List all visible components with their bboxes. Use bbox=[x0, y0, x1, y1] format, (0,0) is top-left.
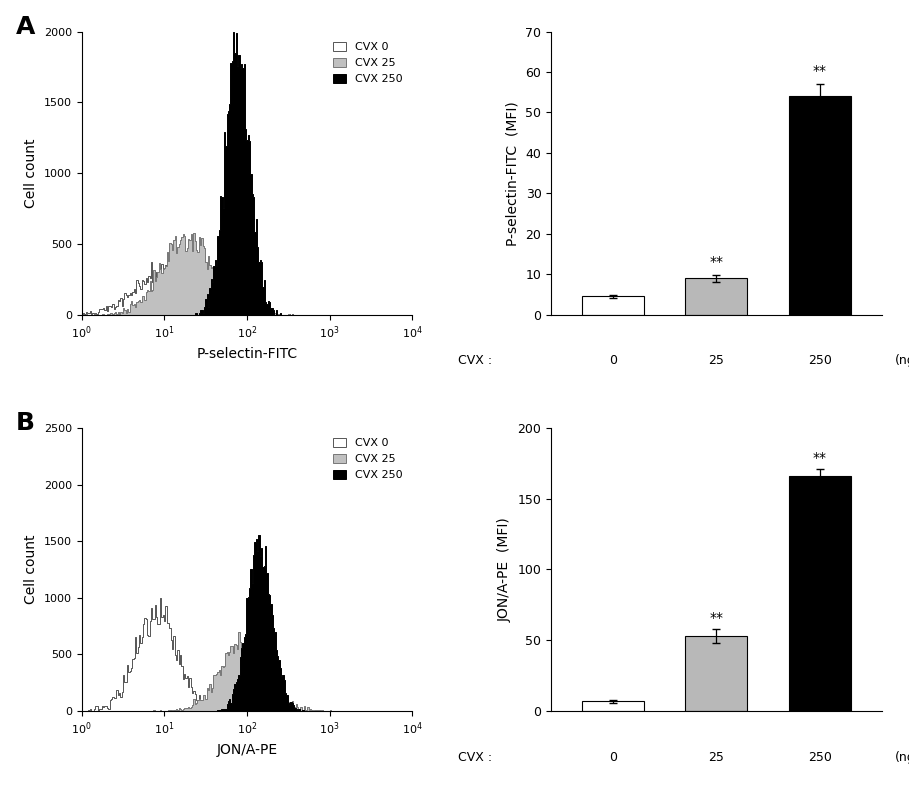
Text: 0: 0 bbox=[609, 354, 617, 367]
Text: (ng/ml): (ng/ml) bbox=[895, 750, 909, 764]
Text: 0: 0 bbox=[609, 750, 617, 764]
Bar bbox=[582, 701, 644, 711]
Text: **: ** bbox=[709, 611, 724, 625]
Legend: CVX 0, CVX 25, CVX 250: CVX 0, CVX 25, CVX 250 bbox=[328, 37, 407, 88]
Text: CVX :: CVX : bbox=[457, 354, 492, 367]
Text: 250: 250 bbox=[808, 750, 832, 764]
Text: 25: 25 bbox=[708, 354, 724, 367]
Text: 25: 25 bbox=[708, 750, 724, 764]
Text: **: ** bbox=[813, 451, 827, 465]
Bar bbox=[582, 296, 644, 314]
Text: B: B bbox=[15, 411, 35, 435]
Bar bbox=[685, 278, 747, 314]
Text: **: ** bbox=[813, 64, 827, 78]
Y-axis label: P-selectin-FITC  (MFI): P-selectin-FITC (MFI) bbox=[506, 101, 520, 246]
Text: A: A bbox=[15, 14, 35, 39]
Text: **: ** bbox=[709, 255, 724, 269]
Y-axis label: Cell count: Cell count bbox=[25, 535, 38, 604]
Y-axis label: JON/A-PE  (MFI): JON/A-PE (MFI) bbox=[498, 517, 512, 622]
Text: (ng/ml): (ng/ml) bbox=[895, 354, 909, 367]
Y-axis label: Cell count: Cell count bbox=[25, 138, 38, 208]
Bar bbox=[789, 96, 851, 314]
X-axis label: JON/A-PE: JON/A-PE bbox=[216, 743, 277, 757]
Bar bbox=[685, 636, 747, 711]
X-axis label: P-selectin-FITC: P-selectin-FITC bbox=[196, 347, 297, 360]
Legend: CVX 0, CVX 25, CVX 250: CVX 0, CVX 25, CVX 250 bbox=[328, 434, 407, 485]
Text: CVX :: CVX : bbox=[457, 750, 492, 764]
Text: 250: 250 bbox=[808, 354, 832, 367]
Bar bbox=[789, 476, 851, 711]
